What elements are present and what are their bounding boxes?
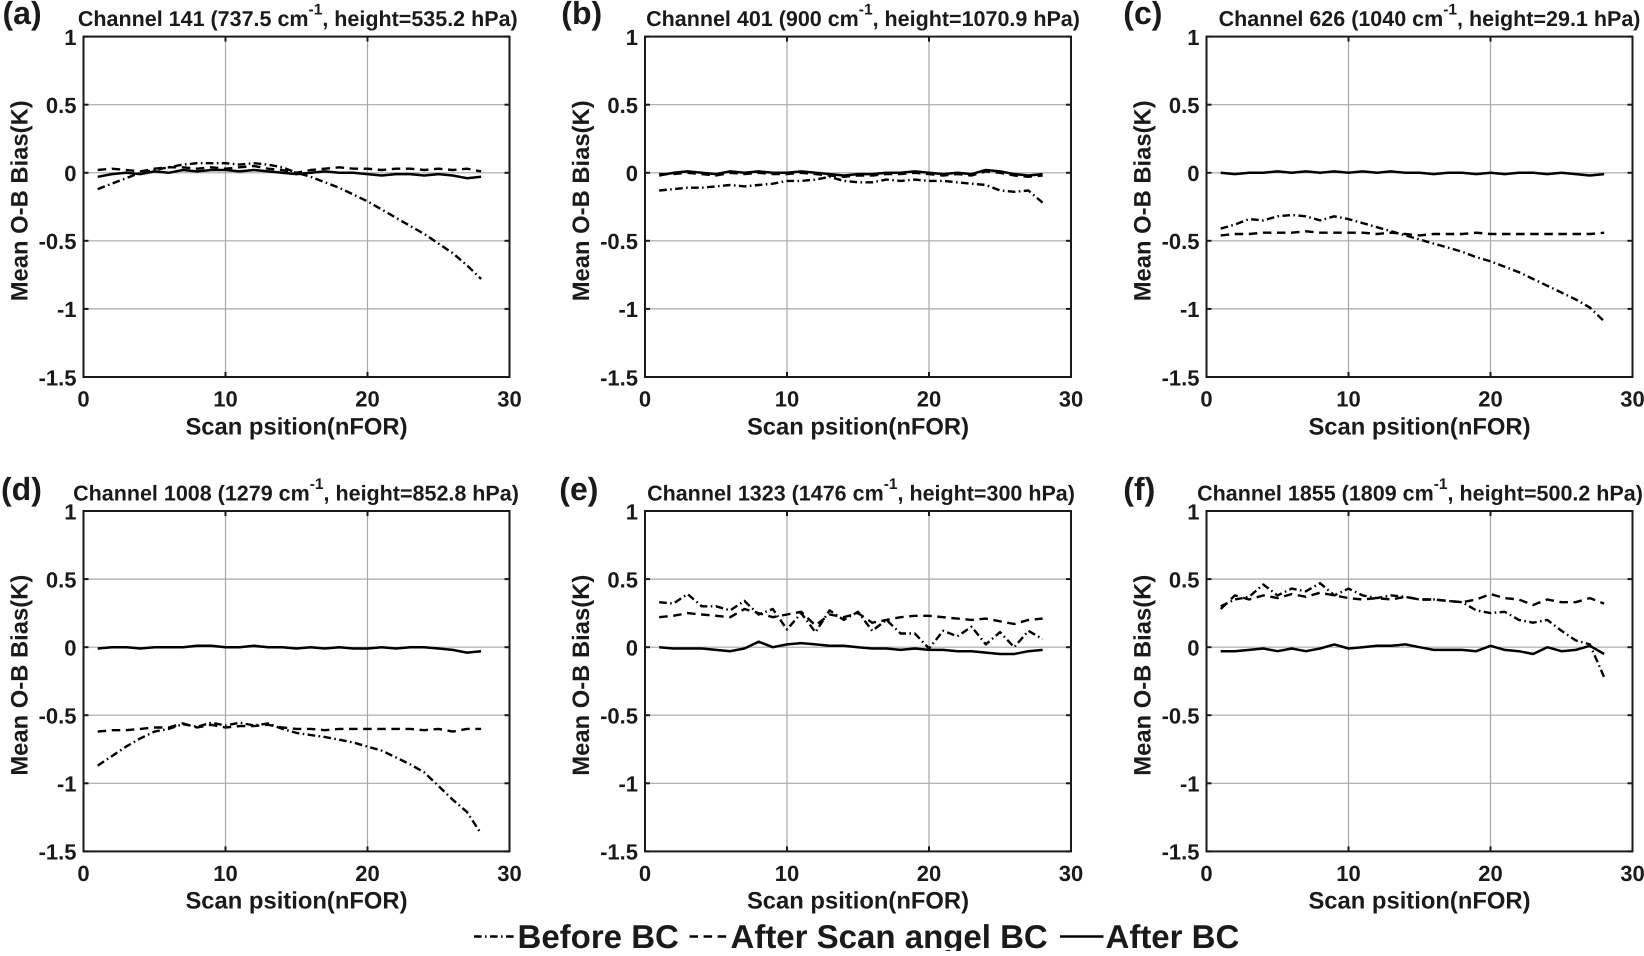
svg-text:-1: -1	[57, 772, 77, 797]
svg-text:0: 0	[639, 387, 651, 412]
svg-text:10: 10	[213, 387, 237, 412]
svg-text:0: 0	[77, 387, 89, 412]
svg-text:Mean O-B Bias(K): Mean O-B Bias(K)	[7, 100, 34, 301]
svg-text:-0.5: -0.5	[1162, 229, 1200, 254]
svg-text:20: 20	[1478, 387, 1502, 412]
svg-text:Before BC: Before BC	[518, 918, 679, 951]
svg-text:0: 0	[1187, 161, 1199, 186]
svg-text:Scan psition(nFOR): Scan psition(nFOR)	[1308, 413, 1530, 440]
svg-text:(f): (f)	[1123, 471, 1155, 507]
svg-text:30: 30	[1620, 387, 1644, 412]
svg-text:0: 0	[1187, 636, 1199, 661]
svg-text:0.5: 0.5	[607, 93, 638, 118]
svg-text:20: 20	[917, 861, 941, 886]
svg-text:0: 0	[64, 161, 76, 186]
svg-text:20: 20	[917, 387, 941, 412]
svg-text:0: 0	[64, 636, 76, 661]
svg-text:-1: -1	[1180, 297, 1200, 322]
svg-text:Channel 1323 (1476 cm-1, heigh: Channel 1323 (1476 cm-1, height=300 hPa)	[647, 476, 1075, 506]
svg-text:-1.5: -1.5	[600, 365, 638, 390]
svg-text:-0.5: -0.5	[600, 704, 638, 729]
svg-text:-0.5: -0.5	[1162, 704, 1200, 729]
svg-text:1: 1	[1187, 499, 1199, 524]
svg-text:30: 30	[497, 387, 521, 412]
svg-text:Mean O-B Bias(K): Mean O-B Bias(K)	[568, 575, 595, 776]
svg-text:0.5: 0.5	[1169, 93, 1200, 118]
svg-text:0.5: 0.5	[46, 567, 77, 592]
svg-text:Scan psition(nFOR): Scan psition(nFOR)	[1308, 888, 1530, 915]
svg-text:(d): (d)	[1, 471, 42, 507]
svg-text:0: 0	[1200, 861, 1212, 886]
svg-text:30: 30	[1059, 387, 1083, 412]
svg-text:1: 1	[64, 25, 76, 50]
svg-text:30: 30	[497, 861, 521, 886]
svg-text:Scan psition(nFOR): Scan psition(nFOR)	[747, 413, 969, 440]
svg-text:-1.5: -1.5	[39, 365, 77, 390]
svg-text:Channel 141 (737.5 cm-1, heigh: Channel 141 (737.5 cm-1, height=535.2 hP…	[78, 2, 518, 32]
svg-text:-1.5: -1.5	[39, 840, 77, 865]
svg-text:10: 10	[1336, 861, 1360, 886]
svg-text:10: 10	[213, 861, 237, 886]
svg-text:1: 1	[64, 499, 76, 524]
svg-text:-0.5: -0.5	[600, 229, 638, 254]
svg-text:-0.5: -0.5	[39, 704, 77, 729]
svg-text:-1.5: -1.5	[1162, 365, 1200, 390]
svg-text:Scan psition(nFOR): Scan psition(nFOR)	[185, 413, 407, 440]
svg-text:10: 10	[1336, 387, 1360, 412]
svg-text:20: 20	[1478, 861, 1502, 886]
svg-text:-1: -1	[1180, 772, 1200, 797]
svg-text:20: 20	[355, 861, 379, 886]
svg-text:-0.5: -0.5	[39, 229, 77, 254]
svg-text:(a): (a)	[3, 0, 42, 31]
svg-text:-1: -1	[618, 772, 638, 797]
svg-text:Mean O-B Bias(K): Mean O-B Bias(K)	[7, 575, 34, 776]
svg-text:-1: -1	[57, 297, 77, 322]
svg-text:Scan psition(nFOR): Scan psition(nFOR)	[185, 888, 407, 915]
svg-text:0.5: 0.5	[607, 567, 638, 592]
svg-text:0: 0	[626, 636, 638, 661]
svg-text:Scan psition(nFOR): Scan psition(nFOR)	[747, 888, 969, 915]
svg-text:(b): (b)	[561, 0, 602, 31]
svg-text:(e): (e)	[559, 471, 598, 507]
svg-text:10: 10	[775, 387, 799, 412]
svg-text:30: 30	[1059, 861, 1083, 886]
svg-text:0: 0	[1200, 387, 1212, 412]
svg-text:30: 30	[1620, 861, 1644, 886]
svg-text:0: 0	[626, 161, 638, 186]
svg-text:After Scan angel BC: After Scan angel BC	[731, 918, 1048, 951]
svg-text:10: 10	[775, 861, 799, 886]
svg-text:(c): (c)	[1123, 0, 1162, 31]
svg-text:Mean O-B Bias(K): Mean O-B Bias(K)	[568, 100, 595, 301]
svg-text:-1: -1	[618, 297, 638, 322]
svg-text:0.5: 0.5	[46, 93, 77, 118]
svg-text:-1.5: -1.5	[600, 840, 638, 865]
svg-text:1: 1	[626, 499, 638, 524]
svg-text:Channel 1855 (1809 cm-1, heigh: Channel 1855 (1809 cm-1, height=500.2 hP…	[1197, 476, 1643, 506]
svg-text:Channel 626 (1040 cm-1, height: Channel 626 (1040 cm-1, height=29.1 hPa)	[1219, 2, 1641, 32]
svg-text:Channel 1008 (1279 cm-1, heigh: Channel 1008 (1279 cm-1, height=852.8 hP…	[73, 476, 519, 506]
svg-text:0.5: 0.5	[1169, 567, 1200, 592]
svg-text:After BC: After BC	[1106, 918, 1240, 951]
svg-text:20: 20	[355, 387, 379, 412]
svg-text:0: 0	[77, 861, 89, 886]
svg-text:-1.5: -1.5	[1162, 840, 1200, 865]
svg-text:1: 1	[626, 25, 638, 50]
svg-text:0: 0	[639, 861, 651, 886]
svg-text:Mean O-B Bias(K): Mean O-B Bias(K)	[1130, 575, 1157, 776]
svg-text:1: 1	[1187, 25, 1199, 50]
svg-text:Mean O-B Bias(K): Mean O-B Bias(K)	[1130, 100, 1157, 301]
